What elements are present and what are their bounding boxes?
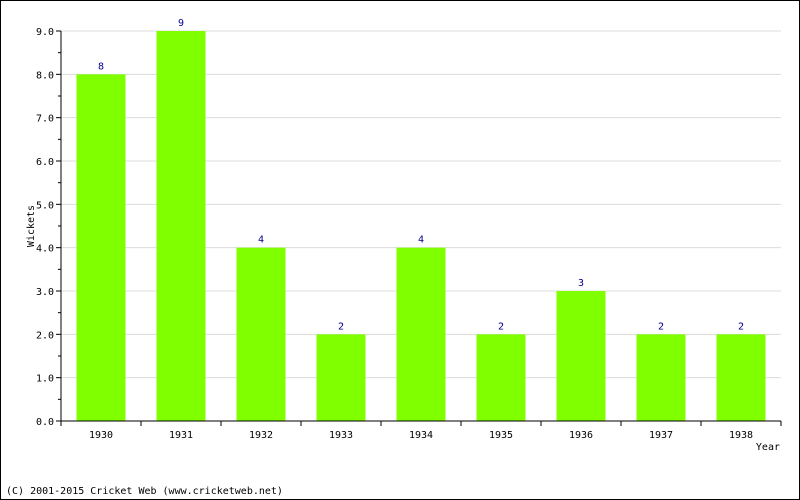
data-label: 8 [98,61,104,72]
data-label: 4 [418,235,424,246]
x-tick-label: 1931 [169,430,193,441]
bar [556,291,606,421]
bar [476,334,526,421]
y-tick-label: 3.0 [36,287,54,298]
y-tick-label: 4.0 [36,244,54,255]
bar [76,74,126,421]
x-tick-label: 1936 [569,430,593,441]
data-label: 2 [658,321,664,332]
x-tick-label: 1934 [409,430,433,441]
copyright-footer: (C) 2001-2015 Cricket Web (www.cricketwe… [6,486,283,497]
y-tick-label: 0.0 [36,417,54,428]
bar [156,31,206,421]
y-tick-label: 5.0 [36,200,54,211]
data-label: 2 [738,321,744,332]
data-label: 3 [578,278,584,289]
data-label: 2 [338,321,344,332]
y-ticks: 0.0 1.0 2.0 3.0 4.0 5.0 6.0 7.0 8.0 9.0 [36,27,61,428]
bar [396,247,446,421]
x-axis-title: Year [756,442,780,453]
y-tick-label: 9.0 [36,27,54,38]
x-ticks: 1930 1931 1932 1933 1934 1935 1936 1937 1938 [60,421,782,441]
y-tick-label: 7.0 [36,114,54,125]
bar [636,334,686,421]
y-tick-label: 2.0 [36,330,54,341]
x-tick-label: 1930 [89,430,113,441]
x-tick-label: 1938 [729,430,753,441]
bar [236,247,286,421]
data-labels: 8 9 4 2 4 2 3 2 2 [98,18,744,332]
y-tick-label: 8.0 [36,70,54,81]
data-label: 2 [498,321,504,332]
data-label: 4 [258,235,264,246]
y-axis-title: Wickets [26,205,37,247]
data-label: 9 [178,18,184,29]
bars [76,31,766,421]
x-tick-label: 1937 [649,430,673,441]
bar [316,334,366,421]
x-tick-label: 1935 [489,430,513,441]
x-tick-label: 1932 [249,430,273,441]
x-tick-label: 1933 [329,430,353,441]
y-tick-label: 6.0 [36,157,54,168]
bar [716,334,766,421]
y-tick-label: 1.0 [36,374,54,385]
